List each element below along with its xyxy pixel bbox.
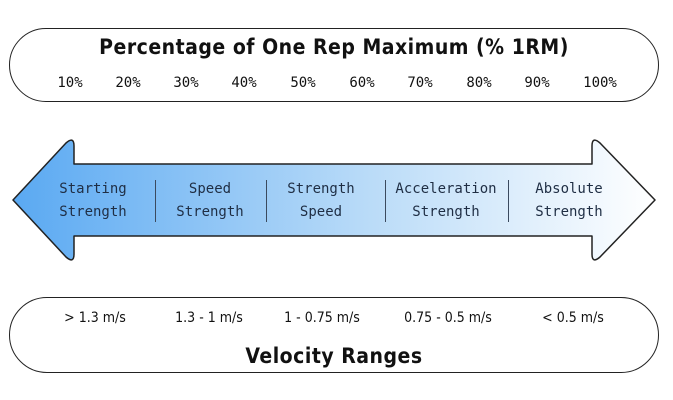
zone-label-line2: Strength — [412, 204, 480, 220]
velocity-title: Velocity Ranges — [245, 344, 423, 368]
velocity-label: 1 - 0.75 m/s — [284, 310, 360, 326]
velocity-label: > 1.3 m/s — [64, 310, 126, 326]
zone-divider — [155, 180, 156, 222]
percentage-title: Percentage of One Rep Maximum (% 1RM) — [99, 35, 569, 59]
zone-label-line2: Speed — [299, 204, 343, 220]
zone-divider — [508, 180, 509, 222]
zone-label-line2: Strength — [176, 204, 244, 220]
zone-speed-strength: Speed Strength — [145, 178, 275, 224]
zone-starting-strength: Starting Strength — [28, 178, 158, 224]
zone-acceleration-strength: Acceleration Strength — [381, 178, 511, 224]
percentage-label: 10% — [57, 75, 83, 91]
zone-divider — [266, 180, 267, 222]
percentage-label: 40% — [231, 75, 257, 91]
velocity-label: 0.75 - 0.5 m/s — [404, 310, 492, 326]
zone-label-line1: Speed — [188, 181, 232, 197]
percentage-label: 60% — [349, 75, 375, 91]
zone-label-line1: Acceleration — [395, 181, 497, 197]
zone-label-line2: Strength — [59, 204, 127, 220]
arrow-shape — [12, 139, 656, 261]
percentage-label: 70% — [407, 75, 433, 91]
percentage-label: 50% — [290, 75, 316, 91]
percentage-scale: 10% 20% 30% 40% 50% 60% 70% 80% 90% 100% — [10, 75, 660, 95]
zone-divider — [385, 180, 386, 222]
zone-label-line1: Absolute — [535, 181, 603, 197]
zone-label-line1: Starting — [59, 181, 127, 197]
percentage-label: 100% — [583, 75, 617, 91]
percentage-label: 30% — [173, 75, 199, 91]
percentage-label: 20% — [115, 75, 141, 91]
zone-absolute-strength: Absolute Strength — [504, 178, 634, 224]
percentage-label: 80% — [466, 75, 492, 91]
velocity-label: 1.3 - 1 m/s — [175, 310, 243, 326]
zone-strength-speed: Strength Speed — [256, 178, 386, 224]
velocity-label: < 0.5 m/s — [542, 310, 604, 326]
zone-label-line2: Strength — [535, 204, 603, 220]
zone-label-line1: Strength — [287, 181, 355, 197]
percentage-label: 90% — [524, 75, 550, 91]
percentage-panel: Percentage of One Rep Maximum (% 1RM) 10… — [9, 28, 659, 102]
velocity-panel: > 1.3 m/s 1.3 - 1 m/s 1 - 0.75 m/s 0.75 … — [9, 297, 659, 373]
velocity-scale: > 1.3 m/s 1.3 - 1 m/s 1 - 0.75 m/s 0.75 … — [10, 310, 660, 330]
